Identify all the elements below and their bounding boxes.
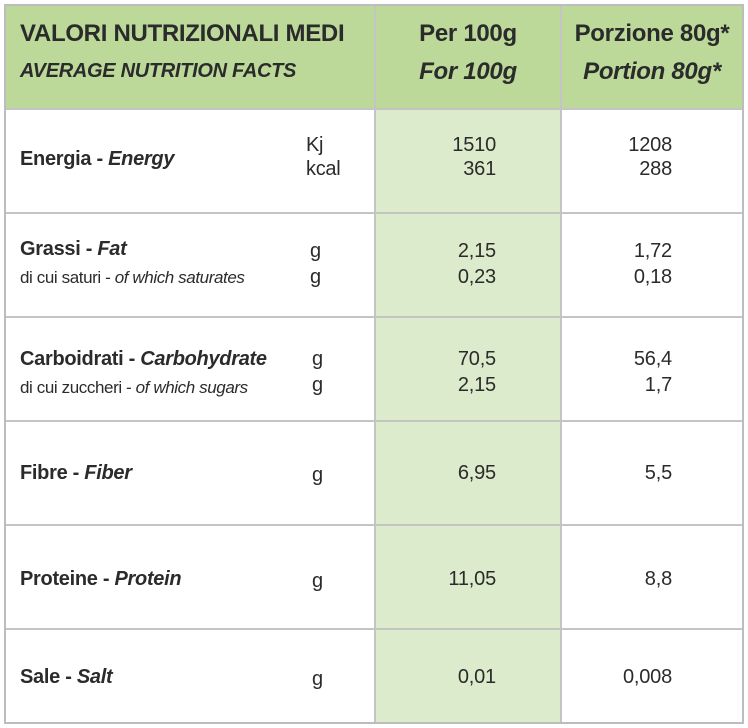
header-title-en: AVERAGE NUTRITION FACTS: [20, 60, 297, 82]
row-sublabel: di cui saturi - of which saturates: [20, 268, 245, 287]
table-row-fiber: Fibre - Fiber g 6,95 5,5: [6, 422, 742, 526]
value-per100: 2,15: [457, 374, 496, 396]
header-portion-it: Porzione 80g*: [574, 20, 730, 47]
value-per100: 0,23: [457, 266, 496, 288]
value-portion: 8,8: [644, 568, 672, 590]
value-per100: 11,05: [448, 568, 496, 590]
header-row: VALORI NUTRIZIONALI MEDI AVERAGE NUTRITI…: [6, 6, 742, 110]
row-label: Proteine - Protein: [20, 568, 182, 590]
row-label: Fibre - Fiber: [20, 462, 132, 484]
row-label: Grassi - Fat: [20, 238, 127, 260]
value-per100: 361: [463, 158, 496, 180]
table-row-energy: Energia - Energy Kj kcal 1510 361 1208 2…: [6, 110, 742, 214]
value-per100: 0,01: [457, 666, 496, 688]
value-portion: 1,7: [644, 374, 672, 396]
table-row-salt: Sale - Salt g 0,01 0,008: [6, 630, 742, 722]
table-row-protein: Proteine - Protein g 11,05 8,8: [6, 526, 742, 630]
unit: kcal: [306, 158, 341, 180]
header-per100-en: For 100g: [419, 58, 517, 85]
nutrition-table: VALORI NUTRIZIONALI MEDI AVERAGE NUTRITI…: [4, 4, 744, 724]
value-portion: 0,18: [633, 266, 672, 288]
header-label-cell: VALORI NUTRIZIONALI MEDI AVERAGE NUTRITI…: [6, 6, 376, 108]
unit: g: [310, 240, 321, 262]
value-per100: 6,95: [457, 462, 496, 484]
row-label: Sale - Salt: [20, 666, 113, 688]
unit: g: [310, 266, 321, 288]
row-label: Energia - Energy: [20, 148, 175, 170]
unit: Kj: [306, 134, 324, 156]
value-portion: 1208: [628, 134, 672, 156]
header-title-it: VALORI NUTRIZIONALI MEDI: [20, 20, 345, 47]
header-per100-it: Per 100g: [419, 20, 517, 47]
value-portion: 1,72: [633, 240, 672, 262]
value-portion: 0,008: [622, 666, 672, 688]
unit: g: [312, 464, 323, 486]
table-row-carbohydrate: Carboidrati - Carbohydrate di cui zucche…: [6, 318, 742, 422]
row-label: Carboidrati - Carbohydrate: [20, 348, 267, 370]
value-per100: 1510: [452, 134, 496, 156]
value-per100: 2,15: [457, 240, 496, 262]
header-per100-cell: Per 100g For 100g: [376, 6, 562, 108]
unit: g: [312, 348, 323, 370]
table-row-fat: Grassi - Fat di cui saturi - of which sa…: [6, 214, 742, 318]
header-portion-cell: Porzione 80g* Portion 80g*: [562, 6, 742, 108]
row-sublabel: di cui zuccheri - of which sugars: [20, 378, 248, 397]
value-portion: 5,5: [644, 462, 672, 484]
unit: g: [312, 668, 323, 690]
header-portion-en: Portion 80g*: [583, 58, 721, 85]
value-portion: 56,4: [633, 348, 672, 370]
value-portion: 288: [639, 158, 672, 180]
value-per100: 70,5: [457, 348, 496, 370]
unit: g: [312, 570, 323, 592]
unit: g: [312, 374, 323, 396]
